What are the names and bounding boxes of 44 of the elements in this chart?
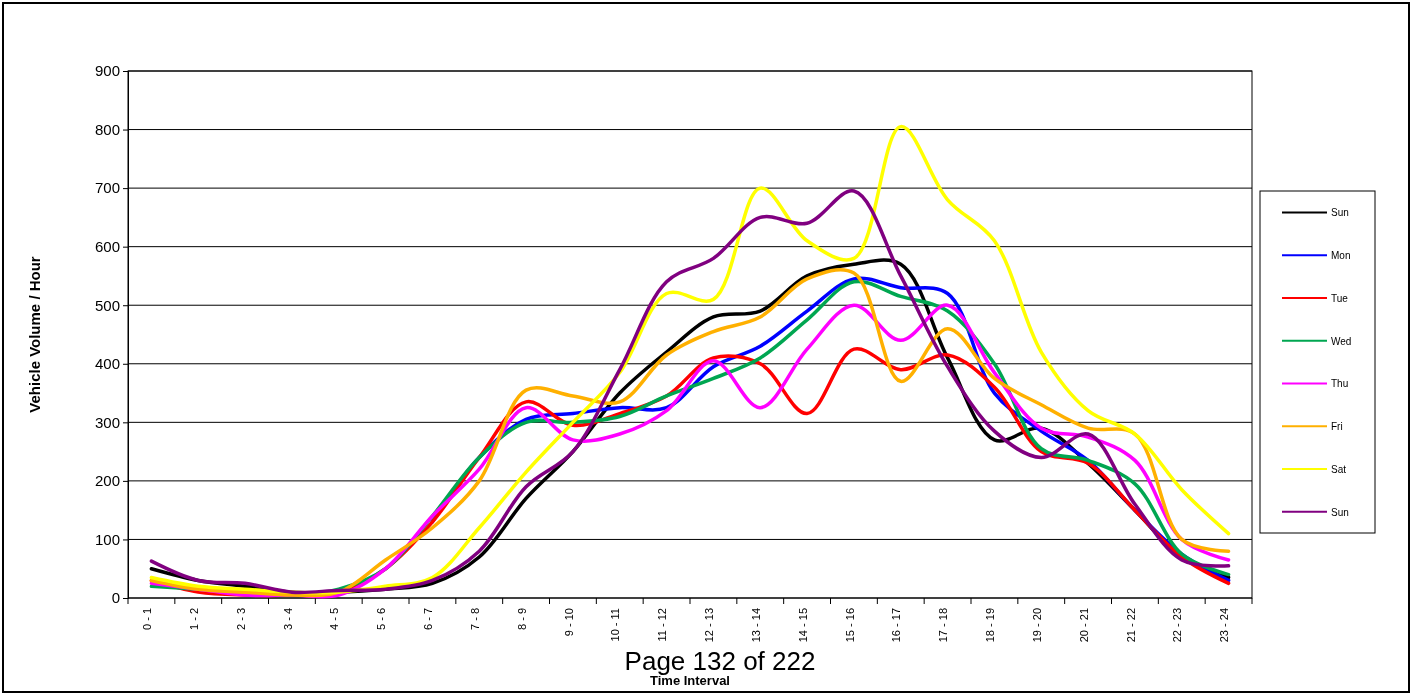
legend-label: Tue: [1331, 292, 1349, 304]
legend-label: Sat: [1331, 463, 1347, 475]
y-tick-label: 300: [94, 413, 120, 431]
text: Page 132 of 222: [624, 646, 816, 676]
x-tick-label: 3 - 4: [281, 608, 294, 631]
legend-label: Sun: [1331, 207, 1349, 219]
x-tick-label: 14 - 15: [796, 608, 809, 643]
y-tick-label: 900: [94, 62, 120, 80]
x-tick-label: 20 - 21: [1077, 608, 1090, 643]
x-tick-label: 10 - 11: [609, 608, 622, 642]
x-tick-label: 18 - 19: [984, 608, 997, 643]
y-tick-label: 400: [94, 355, 120, 373]
legend-label: Sun: [1331, 506, 1349, 518]
x-tick-label: 12 - 13: [703, 608, 716, 643]
x-tick-label: 9 - 10: [562, 608, 575, 637]
x-tick-label: 23 - 24: [1218, 608, 1231, 643]
legend-label: Mon: [1331, 250, 1351, 262]
x-tick-label: 22 - 23: [1171, 608, 1184, 643]
x-tick-label: 17 - 18: [937, 608, 950, 643]
legend-label: Wed: [1331, 335, 1352, 347]
y-tick-label: 100: [94, 530, 120, 548]
x-tick-label: 1 - 2: [187, 608, 200, 631]
x-tick-label: 11 - 12: [656, 608, 669, 642]
x-tick-label: 16 - 17: [890, 608, 903, 643]
x-tick-label: 0 - 1: [141, 608, 154, 631]
x-tick-label: 4 - 5: [328, 608, 341, 631]
y-tick-label: 600: [94, 237, 120, 255]
x-tick-label: 21 - 22: [1124, 608, 1137, 643]
x-tick-label: 2 - 3: [234, 608, 247, 631]
y-axis-title: Vehicle Volume / Hour: [26, 256, 43, 413]
legend-label: Fri: [1331, 421, 1343, 433]
x-tick-label: 7 - 8: [468, 608, 481, 631]
legend-label: Thu: [1331, 378, 1349, 390]
x-tick-label: 15 - 16: [843, 608, 856, 643]
y-tick-label: 700: [94, 179, 120, 197]
x-tick-label: 5 - 6: [375, 608, 388, 631]
x-tick-label: 13 - 14: [749, 608, 762, 643]
y-tick-label: 0: [111, 589, 120, 607]
y-tick-label: 200: [94, 472, 120, 490]
y-tick-label: 500: [94, 296, 120, 314]
y-tick-label: 800: [94, 120, 120, 138]
x-tick-label: 19 - 20: [1030, 608, 1043, 643]
x-tick-label: 8 - 9: [515, 608, 528, 631]
x-tick-label: 6 - 7: [422, 608, 435, 631]
